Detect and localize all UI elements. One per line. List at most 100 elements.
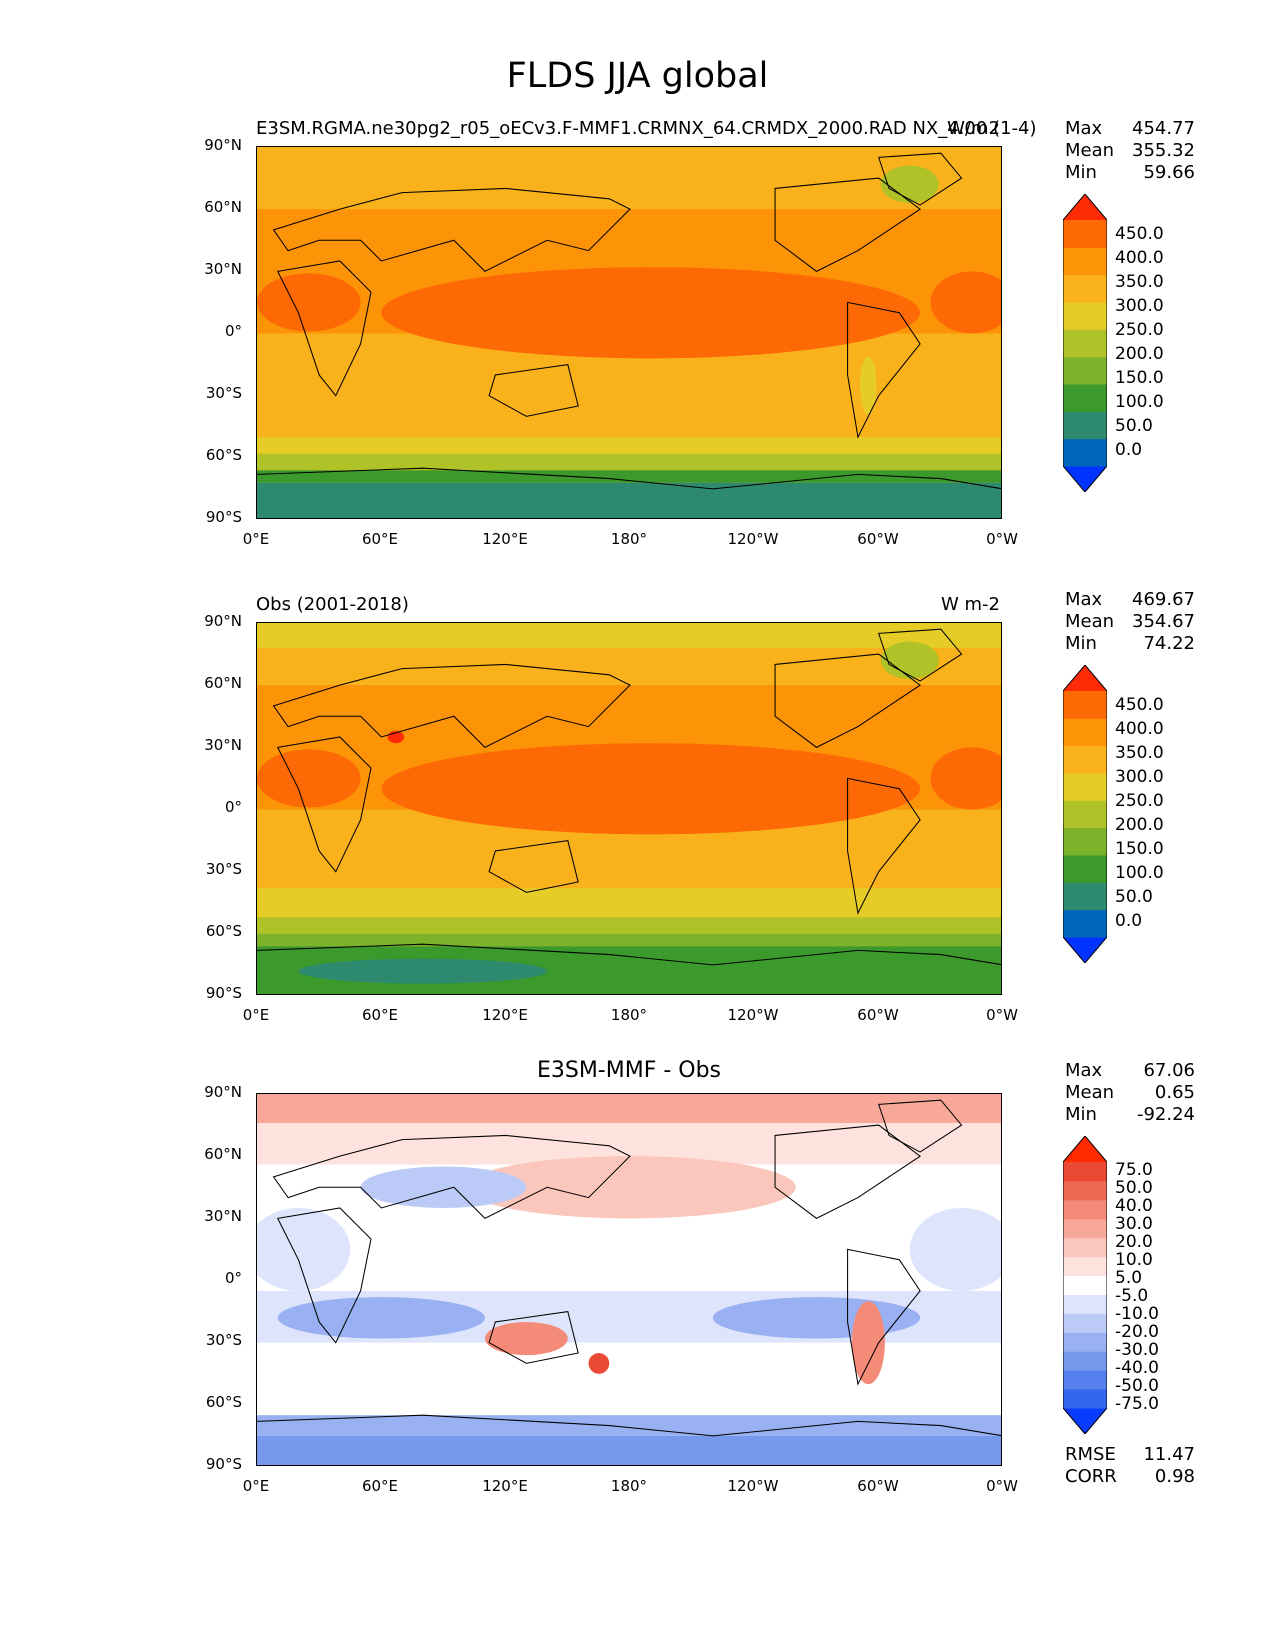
- model-stats: Max 454.77 Mean 355.32 Min 59.66: [1065, 118, 1195, 184]
- lon-tick: 0°E: [242, 530, 270, 548]
- diff-colorbar: [1063, 1136, 1107, 1434]
- colorbar-segment: [1063, 800, 1107, 829]
- metric-label: RMSE: [1065, 1444, 1116, 1465]
- stat-label: Max: [1065, 118, 1103, 139]
- colorbar-segment: [1063, 1389, 1107, 1409]
- stat-value: -92.24: [1136, 1104, 1195, 1125]
- colorbar-segment: [1063, 1370, 1107, 1390]
- colorbar-segment: [1063, 1294, 1107, 1314]
- colorbar-label: -50.0: [1115, 1376, 1159, 1396]
- colorbar-label: 50.0: [1115, 1178, 1153, 1198]
- colorbar-label: 200.0: [1115, 344, 1164, 364]
- metric-label: CORR: [1065, 1466, 1117, 1487]
- colorbar-segment: [1063, 1180, 1107, 1201]
- lon-tick: 60°E: [361, 1006, 399, 1024]
- colorbar-label: 300.0: [1115, 767, 1164, 787]
- stat-value: 454.77: [1132, 118, 1195, 139]
- colorbar-label: 350.0: [1115, 743, 1164, 763]
- model-map: [256, 146, 1002, 519]
- colorbar-segment: [1063, 247, 1107, 276]
- panel-obs: Obs (2001-2018) W m-2: [0, 0, 1275, 1024]
- colorbar-segment: [1063, 1218, 1107, 1239]
- stat-value: 59.66: [1143, 162, 1195, 183]
- colorbar-label: 150.0: [1115, 368, 1164, 388]
- lon-tick: 180°: [610, 1006, 648, 1024]
- colorbar-extend-low: [1063, 466, 1107, 492]
- colorbar-label: 400.0: [1115, 719, 1164, 739]
- colorbar-segment: [1063, 220, 1107, 248]
- colorbar-segment: [1063, 718, 1107, 747]
- lat-tick: 60°S: [205, 1393, 242, 1411]
- lon-tick: 60°W: [857, 1006, 899, 1024]
- colorbar-label: 5.0: [1115, 1268, 1143, 1288]
- stat-label: Min: [1065, 162, 1097, 183]
- diff-map: [256, 1093, 1002, 1466]
- lon-tick: 0°E: [242, 1477, 270, 1495]
- colorbar-label: -75.0: [1115, 1394, 1159, 1414]
- colorbar-label: 75.0: [1115, 1160, 1153, 1180]
- lon-tick: 60°W: [857, 1477, 899, 1495]
- colorbar-label: -5.0: [1115, 1286, 1149, 1306]
- metric-value: 0.98: [1154, 1466, 1195, 1487]
- panel-model: E3SM.RGMA.ne30pg2_r05_oECv3.F-MMF1.CRMNX…: [0, 0, 1275, 548]
- diff-title: E3SM-MMF - Obs: [536, 1058, 722, 1083]
- colorbar-segment: [1063, 1256, 1107, 1277]
- colorbar-label: 50.0: [1115, 416, 1153, 436]
- colorbar-label: 40.0: [1115, 1196, 1153, 1216]
- lat-tick: 30°N: [204, 736, 242, 754]
- colorbar-segment: [1063, 855, 1107, 883]
- colorbar-label: 450.0: [1115, 695, 1164, 715]
- panel-diff: E3SM-MMF - Obs: [0, 0, 1275, 1495]
- lat-tick: 30°S: [205, 1331, 242, 1349]
- stat-label: Mean: [1065, 1082, 1115, 1103]
- stat-value: 355.32: [1132, 140, 1195, 161]
- colorbar-label: 300.0: [1115, 296, 1164, 316]
- stat-label: Max: [1065, 589, 1103, 610]
- lat-tick: 0°: [224, 1269, 242, 1287]
- lat-tick: 90°N: [204, 136, 242, 154]
- colorbar-label: 30.0: [1115, 1214, 1153, 1234]
- colorbar-extend-low: [1063, 937, 1107, 963]
- diff-metrics: RMSE 11.47 CORR 0.98: [1065, 1444, 1195, 1488]
- lon-tick: 120°W: [727, 530, 779, 548]
- colorbar-extend-high: [1063, 194, 1107, 220]
- lat-tick: 30°S: [205, 860, 242, 878]
- colorbar-segment: [1063, 1199, 1107, 1220]
- figure-title: FLDS JJA global: [506, 56, 769, 96]
- colorbar-label: -20.0: [1115, 1322, 1159, 1342]
- colorbar-segment: [1063, 356, 1107, 385]
- lon-tick: 120°E: [482, 1477, 528, 1495]
- colorbar-label: 20.0: [1115, 1232, 1153, 1252]
- lon-tick: 180°: [610, 530, 648, 548]
- obs-colorbar: [1063, 665, 1107, 963]
- colorbar-label: 200.0: [1115, 815, 1164, 835]
- lon-tick: 60°E: [361, 530, 399, 548]
- lon-tick: 120°W: [727, 1477, 779, 1495]
- lat-tick: 90°S: [205, 984, 242, 1002]
- lon-tick: 180°: [610, 1477, 648, 1495]
- lat-tick: 90°S: [205, 508, 242, 526]
- colorbar-label: 10.0: [1115, 1250, 1153, 1270]
- diff-stats: Max 67.06 Mean 0.65 Min -92.24: [1065, 1060, 1195, 1126]
- stat-value: 74.22: [1143, 633, 1195, 654]
- stat-value: 354.67: [1132, 611, 1195, 632]
- lon-tick: 120°E: [482, 1006, 528, 1024]
- obs-title: Obs (2001-2018): [256, 594, 409, 615]
- colorbar-label: 450.0: [1115, 224, 1164, 244]
- colorbar-segment: [1063, 1275, 1107, 1295]
- colorbar-segment: [1063, 384, 1107, 412]
- lon-tick: 0°W: [986, 1006, 1018, 1024]
- lat-tick: 90°N: [204, 1083, 242, 1101]
- colorbar-segment: [1063, 827, 1107, 856]
- lat-tick: 60°N: [204, 674, 242, 692]
- colorbar-label: 100.0: [1115, 863, 1164, 883]
- colorbar-segment: [1063, 691, 1107, 719]
- stat-value: 469.67: [1132, 589, 1195, 610]
- lon-tick: 0°W: [986, 530, 1018, 548]
- colorbar-segment: [1063, 274, 1107, 303]
- model-units: W/m2: [947, 118, 1000, 139]
- lat-tick: 0°: [224, 322, 242, 340]
- lon-tick: 0°W: [986, 1477, 1018, 1495]
- colorbar-segment: [1063, 1332, 1107, 1352]
- colorbar-label: -30.0: [1115, 1340, 1159, 1360]
